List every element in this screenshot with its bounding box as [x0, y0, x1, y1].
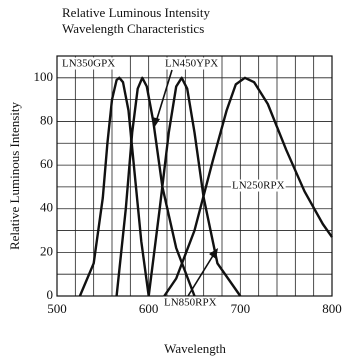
- y-tick-label: 40: [40, 200, 53, 215]
- grid: [56, 55, 333, 297]
- series-line: [163, 76, 333, 297]
- y-tick-label: 80: [40, 112, 53, 127]
- series-label: LN850RPX: [164, 297, 217, 309]
- chart-title: Wavelength Characteristics: [62, 21, 204, 36]
- label-background: [231, 179, 286, 192]
- series-label: LN450YPX: [165, 58, 218, 70]
- series-line: [78, 76, 150, 297]
- lines: [78, 76, 333, 297]
- x-tick-label: 700: [231, 301, 251, 316]
- series-line: [147, 76, 242, 297]
- y-tick-label: 20: [40, 243, 53, 258]
- arrow: [155, 69, 173, 123]
- arrowhead: [152, 117, 160, 128]
- x-tick-label: 600: [139, 301, 159, 316]
- label-background: [163, 296, 218, 309]
- y-tick-label: 0: [47, 287, 54, 302]
- series-label: LN250RPX: [232, 180, 285, 192]
- arrowhead: [209, 248, 218, 259]
- y-tick-label: 60: [40, 156, 53, 171]
- labels: 500 600 700 800 0 20 40 60 80 100 LN350GPX LN450YPX…: [34, 57, 342, 316]
- x-tick-label: 500: [47, 301, 67, 316]
- y-axis-label: Relative Luminous Intensity: [7, 101, 22, 250]
- x-axis-label: Wavelength: [164, 341, 226, 356]
- series-line: [115, 76, 196, 297]
- label-background: [164, 57, 220, 70]
- plot-frame: [56, 55, 333, 297]
- arrow: [187, 253, 215, 297]
- label-background: [61, 57, 117, 70]
- x-tick-label: 800: [322, 301, 342, 316]
- series-label: LN350GPX: [62, 58, 115, 70]
- chart-title: Relative Luminous Intensity: [62, 5, 211, 20]
- y-tick-label: 100: [34, 69, 54, 84]
